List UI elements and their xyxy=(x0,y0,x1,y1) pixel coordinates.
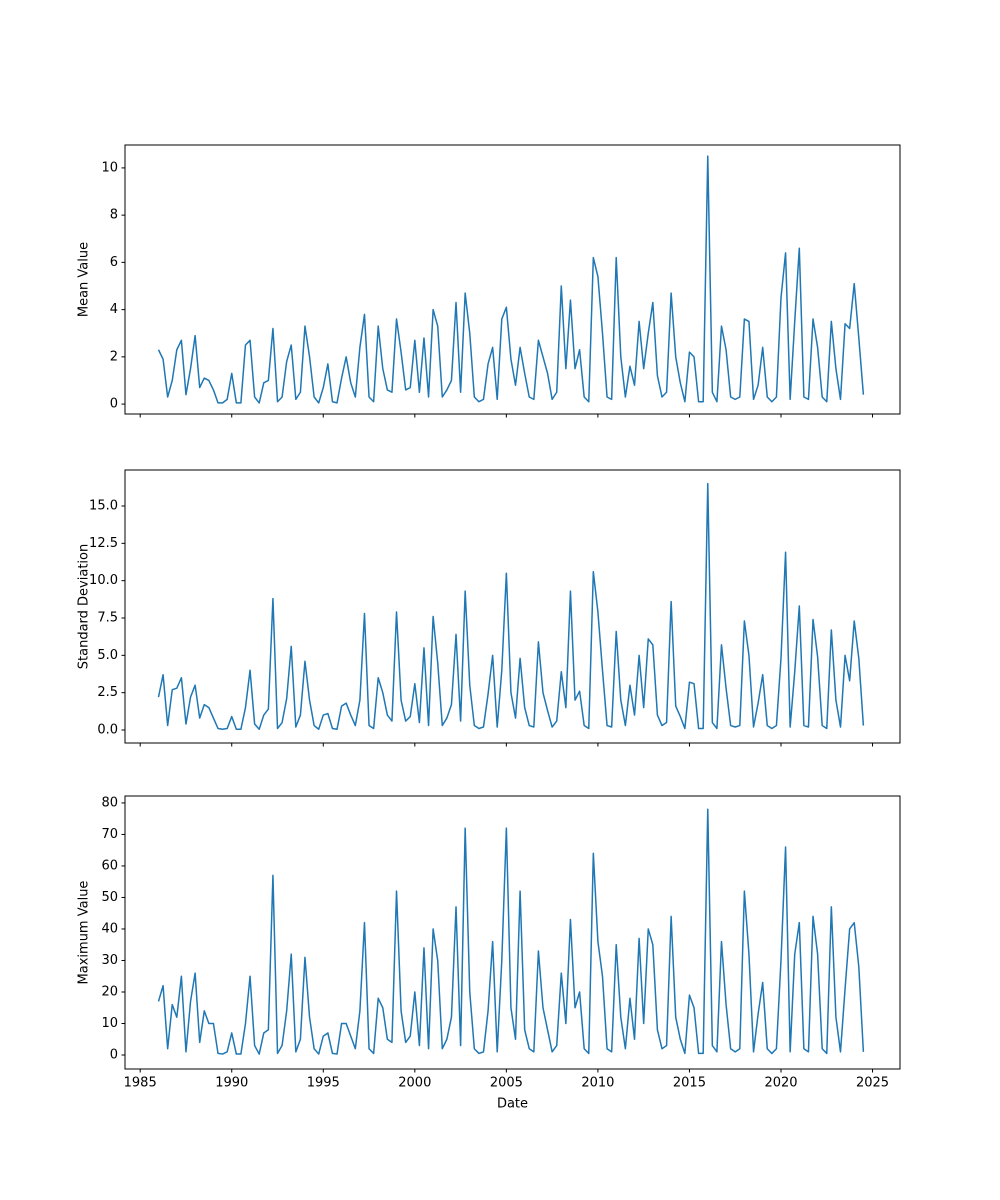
y-tick-label: 2 xyxy=(110,349,118,364)
x-tick-label: 2010 xyxy=(581,1076,614,1091)
y-tick-label: 10.0 xyxy=(89,573,118,588)
axes-frame xyxy=(124,469,901,744)
y-tick-label: 0 xyxy=(110,397,118,412)
x-tick-label: 2020 xyxy=(764,1076,797,1091)
y-tick-label: 0.0 xyxy=(97,723,118,738)
y-tick-label: 0 xyxy=(110,1048,118,1063)
y-tick-label: 15.0 xyxy=(89,498,118,513)
y-axis-label: Standard Deviation xyxy=(77,544,92,669)
y-tick-label: 30 xyxy=(101,953,118,968)
axes-frame xyxy=(124,144,901,415)
x-tick-label: 2005 xyxy=(490,1076,523,1091)
data-line xyxy=(157,155,865,404)
x-tick-label: 1990 xyxy=(215,1076,248,1091)
x-tick-label: 2025 xyxy=(856,1076,889,1091)
y-tick-label: 5.0 xyxy=(97,648,118,663)
y-tick-label: 8 xyxy=(110,208,118,223)
y-tick-label: 20 xyxy=(101,984,118,999)
x-tick-label: 1995 xyxy=(307,1076,340,1091)
y-tick-label: 2.5 xyxy=(97,685,118,700)
x-axis-label: Date xyxy=(497,1097,528,1112)
y-tick-label: 60 xyxy=(101,858,118,873)
axes-frame xyxy=(124,795,901,1070)
y-tick-label: 70 xyxy=(101,827,118,842)
data-line xyxy=(157,482,865,731)
y-axis-label: Maximum Value xyxy=(77,881,92,985)
y-tick-label: 12.5 xyxy=(89,536,118,551)
y-tick-label: 80 xyxy=(101,795,118,810)
x-tick-label: 2000 xyxy=(398,1076,431,1091)
y-tick-label: 7.5 xyxy=(97,610,118,625)
y-axis-label: Mean Value xyxy=(77,242,92,317)
y-tick-label: 10 xyxy=(101,1016,118,1031)
data-line xyxy=(157,808,865,1055)
y-tick-label: 4 xyxy=(110,302,118,317)
x-tick-label: 1985 xyxy=(124,1076,157,1091)
y-tick-label: 50 xyxy=(101,890,118,905)
y-tick-label: 6 xyxy=(110,255,118,270)
y-tick-label: 40 xyxy=(101,921,118,936)
x-tick-label: 2015 xyxy=(673,1076,706,1091)
y-tick-label: 10 xyxy=(101,160,118,175)
